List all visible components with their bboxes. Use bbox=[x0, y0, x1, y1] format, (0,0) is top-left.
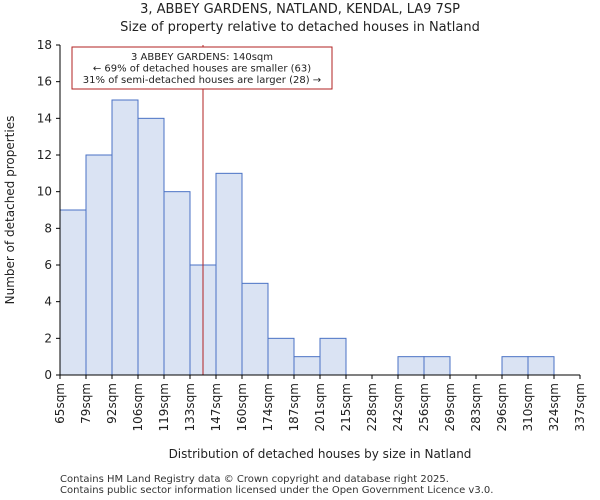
histogram-bar bbox=[267, 337, 295, 376]
x-tick-label: 269sqm bbox=[443, 383, 457, 431]
x-tick-label: 119sqm bbox=[157, 383, 171, 431]
x-tick-label: 187sqm bbox=[287, 383, 301, 431]
annotation-line: 31% of semi-detached houses are larger (… bbox=[83, 75, 321, 86]
y-tick-label: 4 bbox=[44, 295, 52, 309]
histogram-bar bbox=[59, 209, 87, 376]
histogram-bar bbox=[163, 191, 191, 376]
footer-attribution-2: Contains public sector information licen… bbox=[60, 485, 494, 496]
histogram-bar bbox=[423, 356, 451, 376]
histogram-bar bbox=[241, 282, 269, 376]
x-tick-label: 296sqm bbox=[495, 383, 509, 431]
histogram-bar bbox=[137, 117, 165, 376]
x-tick-label: 92sqm bbox=[105, 383, 119, 424]
y-tick-label: 0 bbox=[44, 368, 52, 382]
x-tick-label: 174sqm bbox=[261, 383, 275, 431]
x-tick-label: 324sqm bbox=[547, 383, 561, 431]
axes-group: 0 2 4 6 8 10 12 14 16 18 65sqm 79sqm 92sqm 106sqm 119s… bbox=[37, 38, 587, 431]
annotation-box bbox=[71, 46, 333, 90]
annotation-line: 3 ABBEY GARDENS: 140sqm bbox=[131, 52, 273, 63]
y-axis-title: Number of detached properties bbox=[3, 116, 17, 305]
y-tick-label: 12 bbox=[37, 148, 52, 162]
x-tick-label: 337sqm bbox=[573, 383, 587, 431]
bars-group bbox=[59, 99, 555, 376]
x-tick-label: 256sqm bbox=[417, 383, 431, 431]
histogram-bar bbox=[293, 356, 321, 376]
histogram-bar bbox=[85, 154, 113, 376]
x-tick-label: 160sqm bbox=[235, 383, 249, 431]
y-tick-label: 18 bbox=[37, 38, 52, 52]
x-tick-label: 228sqm bbox=[365, 383, 379, 431]
y-tick-label: 8 bbox=[44, 221, 52, 235]
chart-title: 3, ABBEY GARDENS, NATLAND, KENDAL, LA9 7… bbox=[140, 2, 460, 17]
histogram-bar bbox=[111, 99, 139, 376]
x-tick-label: 283sqm bbox=[469, 383, 483, 431]
x-tick-label: 242sqm bbox=[391, 383, 405, 431]
histogram-bar bbox=[215, 172, 243, 376]
x-tick-label: 147sqm bbox=[209, 383, 223, 431]
x-tick-label: 65sqm bbox=[53, 383, 67, 424]
y-tick-label: 16 bbox=[37, 75, 52, 89]
x-tick-label: 106sqm bbox=[131, 383, 145, 431]
histogram-bar bbox=[397, 356, 425, 376]
y-tick-label: 6 bbox=[44, 258, 52, 272]
x-tick-label: 215sqm bbox=[339, 383, 353, 431]
histogram-bar bbox=[527, 356, 555, 376]
y-tick-label: 2 bbox=[44, 331, 52, 345]
annotation-group: 3 ABBEY GARDENS: 140sqm← 69% of detached… bbox=[71, 46, 333, 90]
x-tick-label: 79sqm bbox=[79, 383, 93, 424]
footer-attribution-1: Contains HM Land Registry data © Crown c… bbox=[60, 474, 449, 485]
x-tick-label: 310sqm bbox=[521, 383, 535, 431]
x-tick-label: 133sqm bbox=[183, 383, 197, 431]
histogram-bar bbox=[501, 356, 529, 376]
histogram-bar bbox=[319, 337, 347, 376]
annotation-line: ← 69% of detached houses are smaller (63… bbox=[93, 64, 311, 75]
x-tick-label: 201sqm bbox=[313, 383, 327, 431]
chart-subtitle: Size of property relative to detached ho… bbox=[120, 20, 480, 35]
x-axis-title: Distribution of detached houses by size … bbox=[169, 447, 472, 461]
y-tick-label: 10 bbox=[37, 185, 52, 199]
y-tick-label: 14 bbox=[37, 111, 52, 125]
